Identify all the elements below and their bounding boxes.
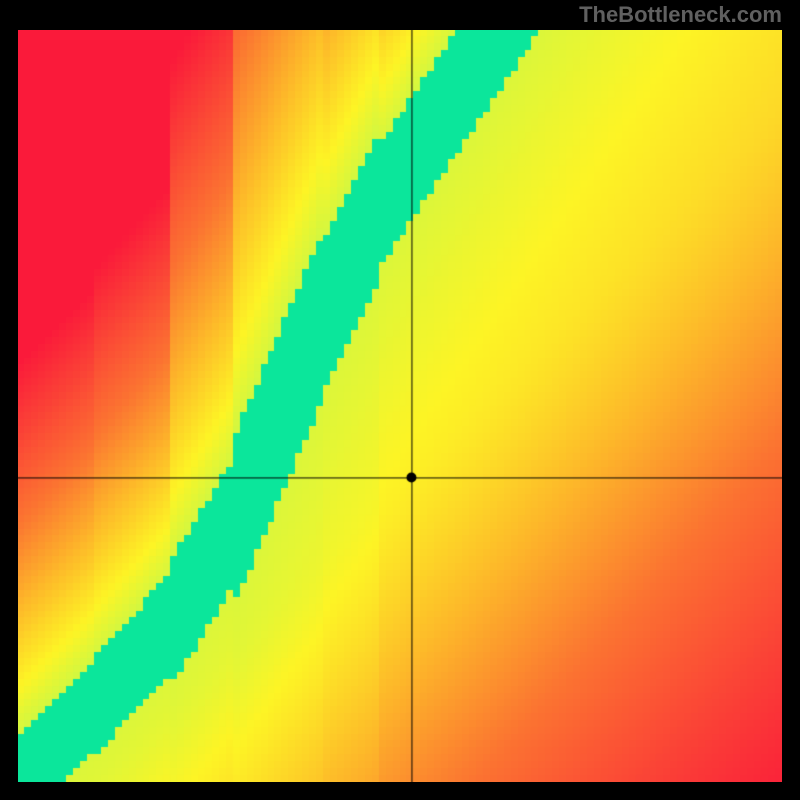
figure-container: TheBottleneck.com <box>0 0 800 800</box>
watermark-text: TheBottleneck.com <box>579 2 782 28</box>
bottleneck-heatmap <box>18 30 782 782</box>
